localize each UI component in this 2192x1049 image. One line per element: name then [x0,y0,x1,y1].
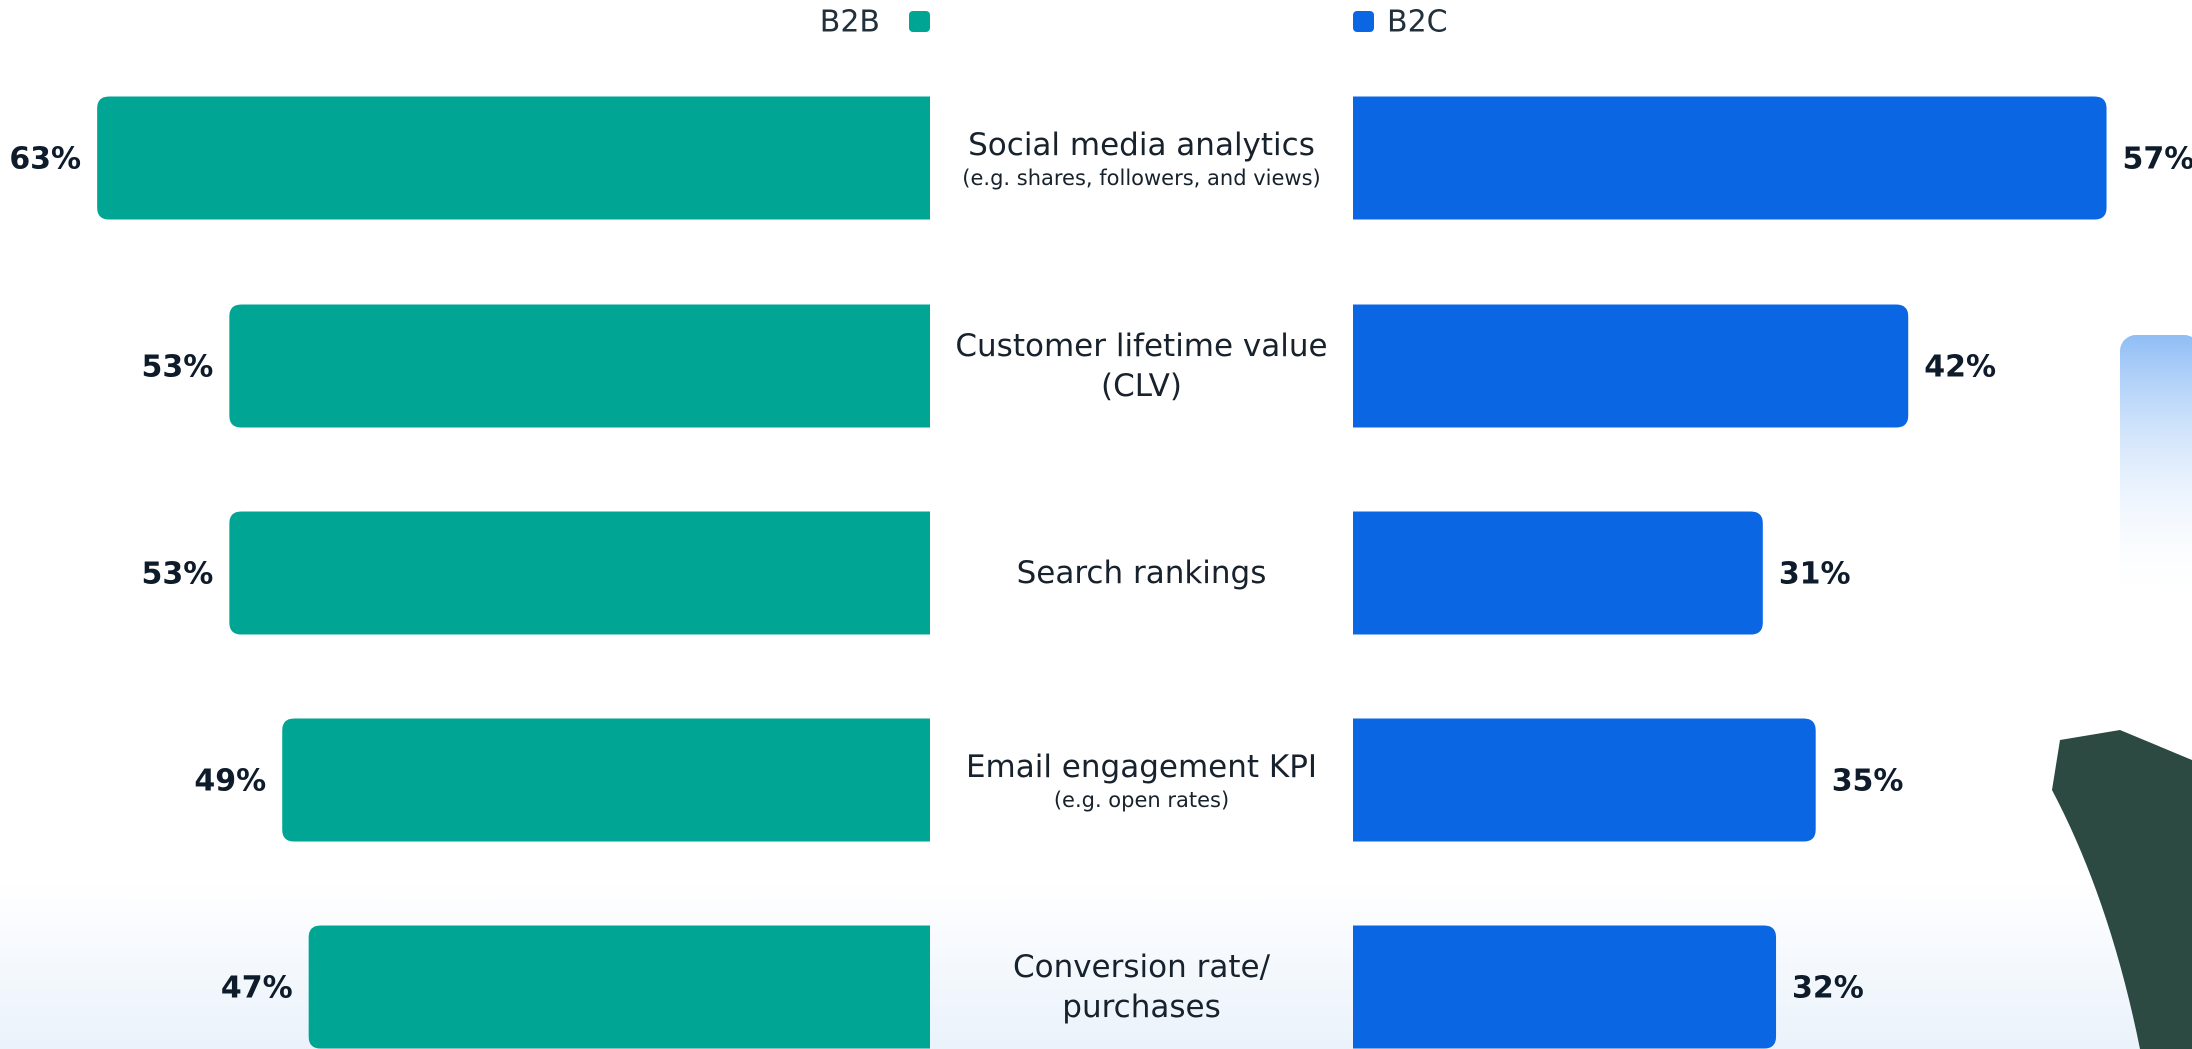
value-label: 49% [194,764,266,799]
legend-label: B2B [820,5,880,40]
bar [1353,96,2107,220]
legend-swatch [909,11,930,32]
decoration [2120,335,2192,605]
bar [282,718,931,842]
category-name: Social media analytics [968,127,1315,163]
value-label: 53% [142,350,214,385]
legend-swatch [1353,11,1374,32]
bar [97,96,930,220]
category-name: Email engagement KPI [965,749,1318,785]
bar [1353,304,1909,428]
value-label: 32% [1792,971,1864,1006]
value-label: 47% [221,971,293,1006]
category-name: Conversion rate/ purchases [1012,949,1271,1025]
value-label: 63% [9,142,81,177]
bar [1353,925,1777,1049]
value-label: 31% [1779,557,1851,592]
category-note: (e.g. open rates) [1053,788,1230,812]
category-label: Customer lifetime value (CLV) [940,326,1343,406]
value-label: 57% [2123,142,2192,177]
category-label: Social media analytics (e.g. shares, foll… [940,125,1343,191]
bar [1353,511,1763,635]
category-label: Search rankings [940,553,1343,593]
category-note: (e.g. shares, followers, and views) [962,166,1321,190]
category-name: Customer lifetime value (CLV) [955,328,1328,404]
decoration [2052,730,2192,1049]
category-label: Conversion rate/ purchases [940,947,1343,1027]
category-name: Search rankings [1016,555,1267,591]
value-label: 35% [1832,764,1904,799]
category-label: Email engagement KPI (e.g. open rates) [940,747,1343,813]
value-label: 53% [142,557,214,592]
value-label: 42% [1924,350,1996,385]
bar [229,511,931,635]
legend-label: B2C [1387,5,1448,40]
bar [308,925,930,1049]
bar [229,304,931,428]
bar [1353,718,1816,842]
